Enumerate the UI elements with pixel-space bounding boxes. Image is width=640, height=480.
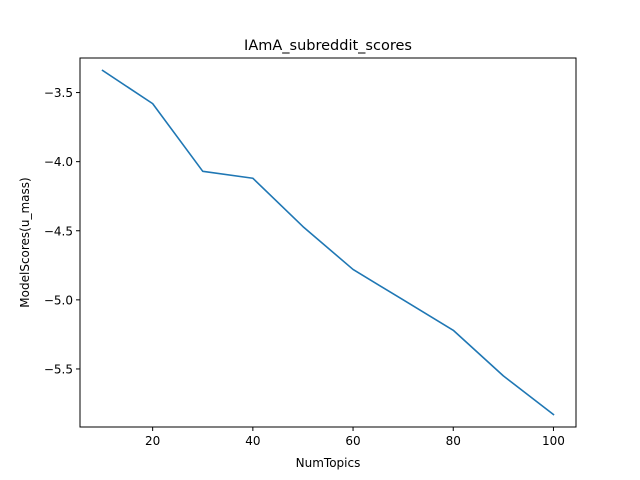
y-tick-label: −3.5 xyxy=(44,86,73,100)
y-tick-label: −4.5 xyxy=(44,224,73,238)
x-tick-label: 60 xyxy=(345,434,360,448)
chart-title: IAmA_subreddit_scores xyxy=(244,38,412,54)
x-tick-label: 100 xyxy=(542,434,565,448)
y-tick-label: −4.0 xyxy=(44,155,73,169)
x-axis-label: NumTopics xyxy=(296,456,361,470)
plot-area xyxy=(101,69,555,416)
series-line-0 xyxy=(101,69,555,416)
x-tick-label: 20 xyxy=(145,434,160,448)
y-axis-label: ModelScores(u_mass) xyxy=(18,177,32,307)
x-axis-ticks: 20 40 60 80 100 xyxy=(145,427,565,448)
x-tick-label: 40 xyxy=(245,434,260,448)
y-tick-label: −5.0 xyxy=(44,293,73,307)
x-tick-label: 80 xyxy=(446,434,461,448)
y-axis-ticks: −3.5 −4.0 −4.5 −5.0 −5.5 xyxy=(44,86,80,376)
y-tick-label: −5.5 xyxy=(44,362,73,376)
axes-frame xyxy=(79,57,577,428)
